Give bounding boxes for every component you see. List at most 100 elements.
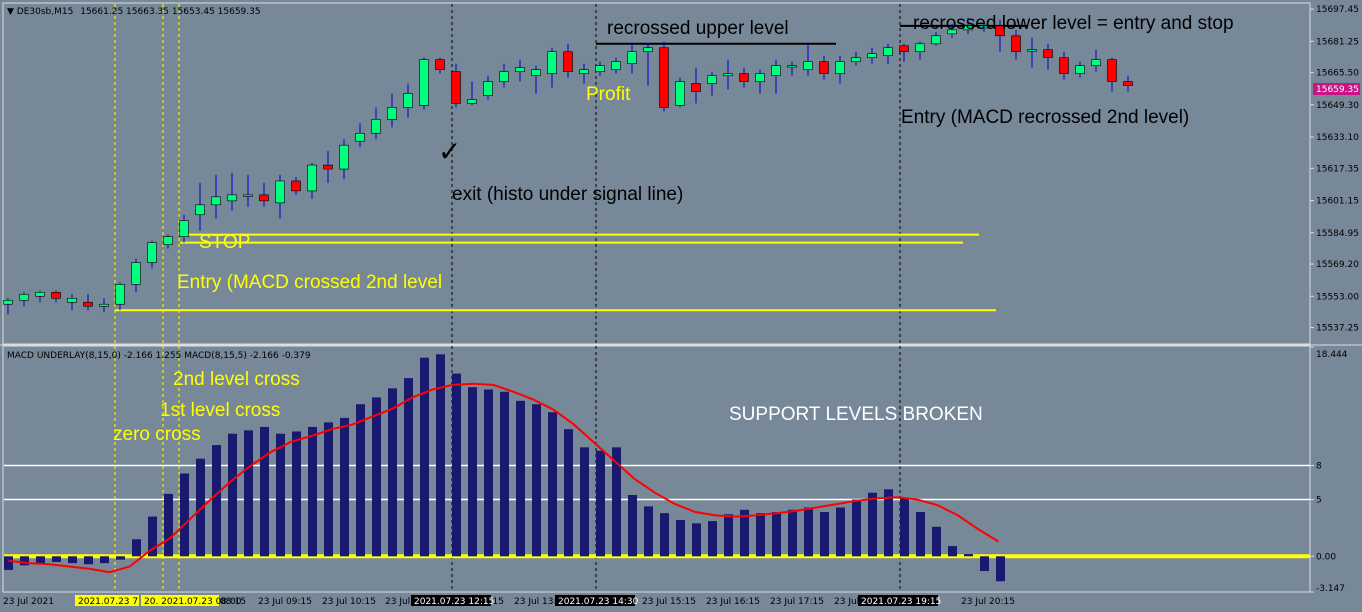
candle-body: [131, 262, 141, 285]
time-tick-label: 23 Jul 2021: [3, 597, 54, 607]
macd-tick-label: -3.147: [1316, 584, 1345, 594]
candle-body: [115, 284, 125, 305]
time-tick-label: 23 Jul 09:15: [258, 597, 312, 607]
histogram-bar: [484, 389, 493, 557]
histogram-bar: [148, 516, 157, 557]
candle-body: [675, 81, 685, 106]
candle-body: [371, 119, 381, 134]
candle-body: [435, 59, 445, 70]
histogram-bar: [916, 512, 925, 557]
time-tick-label: 23 Jul 16:15: [706, 597, 760, 607]
candle-body: [99, 303, 109, 307]
ohlc-label: 15661.25 15663.35 15653.45 15659.35: [80, 7, 260, 17]
candle-body: [979, 25, 989, 29]
time-tick-label: 23 Jul 10:15: [322, 597, 376, 607]
histogram-bar: [420, 357, 429, 557]
candle-body: [163, 236, 173, 245]
candle-body: [1123, 81, 1133, 86]
histogram-bar: [196, 458, 205, 557]
candle-body: [1107, 59, 1117, 82]
candle-body: [643, 47, 653, 53]
price-tick-label: 15697.45: [1316, 5, 1359, 15]
candle-body: [803, 61, 813, 70]
histogram-bar: [820, 512, 829, 557]
candle-body: [83, 301, 93, 307]
histogram-bar: [228, 433, 237, 557]
price-tick-label: 15681.25: [1316, 37, 1359, 47]
candle-body: [179, 220, 189, 237]
price-tick-label: 15584.95: [1316, 229, 1359, 239]
candle-body: [211, 196, 221, 206]
candles: [3, 17, 1133, 315]
annotation-exit: exit (histo under signal line): [452, 184, 683, 205]
histogram-bar: [116, 556, 125, 560]
candle-body: [147, 242, 157, 263]
histogram-bar: [4, 556, 13, 570]
histogram-bar: [900, 498, 909, 557]
histogram-bar: [980, 556, 989, 572]
histogram-bar: [452, 373, 461, 557]
macd-histogram: [4, 354, 1005, 582]
signal-line: [8, 382, 999, 574]
histogram-bar: [340, 417, 349, 557]
candle-body: [451, 71, 461, 104]
histogram-bar: [852, 499, 861, 557]
candle-body: [771, 65, 781, 76]
candle-body: [227, 194, 237, 202]
candle-body: [723, 73, 733, 76]
time-highlight: [555, 595, 635, 606]
symbol-label: DE30sb,M15: [17, 7, 74, 17]
histogram-bar: [308, 426, 317, 557]
candle-body: [35, 292, 45, 297]
candle-body: [611, 61, 621, 70]
candle-body: [19, 293, 29, 301]
current-price-label: 15659.35: [1316, 85, 1359, 95]
histogram-bar: [948, 546, 957, 557]
candle-body: [867, 53, 877, 58]
annotation-1st-level-cross: 1st level cross: [160, 400, 280, 421]
candle-body: [659, 47, 669, 108]
histogram-bar: [468, 387, 477, 557]
candle-body: [1011, 35, 1021, 53]
candle-body: [819, 61, 829, 74]
time-highlight-label: 2021.07.23 12:15: [414, 597, 494, 607]
candle-body: [1091, 59, 1101, 66]
time-tick-label: 23 Jul 11: [385, 597, 425, 607]
candle-body: [1043, 49, 1053, 58]
candle-body: [707, 75, 717, 84]
annotation-support-broken: SUPPORT LEVELS BROKEN: [729, 404, 983, 425]
candle-body: [915, 43, 925, 53]
histogram-bar: [756, 513, 765, 557]
candle-body: [499, 71, 509, 82]
time-highlight-label: 20. 2021.07.23 08:00: [144, 597, 242, 607]
time-tick-label: 23 Jul 20:15: [961, 597, 1015, 607]
time-highlight: [411, 595, 491, 606]
histogram-bar: [36, 556, 45, 564]
candle-body: [627, 51, 637, 64]
time-highlight: [75, 595, 139, 606]
candle-body: [1059, 57, 1069, 74]
histogram-bar: [964, 554, 973, 557]
histogram-bar: [532, 404, 541, 557]
histogram-bar: [212, 445, 221, 557]
candle-body: [403, 93, 413, 108]
histogram-bar: [68, 556, 77, 564]
annotation-2nd-level-cross: 2nd level cross: [173, 369, 300, 390]
histogram-bar: [100, 556, 109, 564]
candle-body: [355, 132, 365, 142]
macd-signal: [8, 382, 999, 574]
histogram-bar: [644, 506, 653, 557]
histogram-bar: [932, 526, 941, 557]
macd-pane-frame: [2, 345, 1311, 593]
histogram-bar: [356, 404, 365, 557]
histogram-bar: [804, 507, 813, 557]
candle-body: [963, 25, 973, 31]
histogram-bar: [836, 507, 845, 557]
candle-body: [1075, 65, 1085, 74]
time-tick-label: 23 Jul 15:15: [642, 597, 696, 607]
price-tick-label: 15537.25: [1316, 324, 1359, 334]
candle-body: [339, 144, 349, 170]
histogram-bar: [708, 521, 717, 557]
candle-body: [755, 73, 765, 82]
